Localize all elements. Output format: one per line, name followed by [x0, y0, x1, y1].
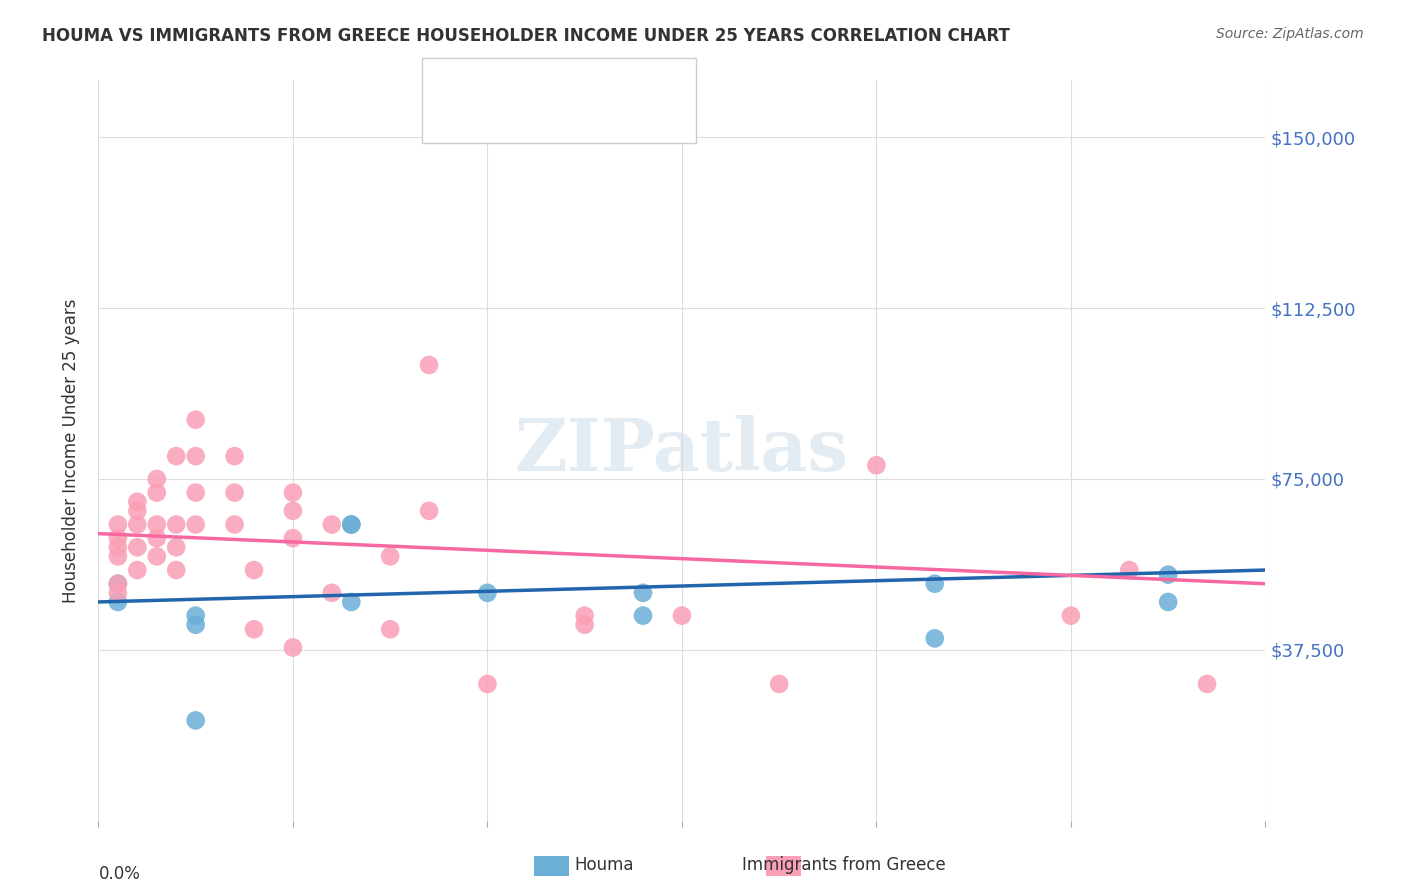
Point: [418, 358, 440, 372]
Point: [184, 714, 207, 728]
Point: [768, 677, 790, 691]
Point: [107, 586, 129, 600]
Text: -0.098: -0.098: [527, 107, 582, 121]
Point: [184, 449, 207, 463]
Text: Immigrants from Greece: Immigrants from Greece: [742, 856, 945, 874]
Point: [127, 541, 149, 555]
Point: [107, 517, 129, 532]
FancyBboxPatch shape: [436, 71, 471, 103]
Point: [146, 549, 169, 564]
Point: [165, 563, 187, 577]
Text: N =: N =: [574, 107, 617, 121]
Point: [243, 563, 266, 577]
Point: [340, 595, 363, 609]
Point: [184, 617, 207, 632]
Text: R =: R =: [481, 107, 515, 121]
Point: [184, 485, 207, 500]
Point: [184, 608, 207, 623]
Point: [281, 504, 304, 518]
Point: [574, 608, 596, 623]
Text: 15: 15: [626, 80, 647, 95]
Point: [165, 517, 187, 532]
Point: [127, 563, 149, 577]
Point: [165, 541, 187, 555]
Text: 48: 48: [626, 107, 647, 121]
Point: [224, 449, 246, 463]
Point: [380, 549, 402, 564]
Point: [184, 517, 207, 532]
Point: [321, 517, 343, 532]
Point: [107, 531, 129, 545]
Point: [146, 472, 169, 486]
Point: [924, 632, 946, 646]
Text: 0.084: 0.084: [527, 80, 575, 95]
Point: [1157, 567, 1180, 582]
Point: [243, 622, 266, 636]
Point: [321, 586, 343, 600]
Point: [107, 576, 129, 591]
Point: [1157, 595, 1180, 609]
Text: HOUMA VS IMMIGRANTS FROM GREECE HOUSEHOLDER INCOME UNDER 25 YEARS CORRELATION CH: HOUMA VS IMMIGRANTS FROM GREECE HOUSEHOL…: [42, 27, 1010, 45]
Text: Houma: Houma: [575, 856, 634, 874]
Point: [107, 549, 129, 564]
Point: [281, 485, 304, 500]
Point: [127, 517, 149, 532]
Point: [574, 617, 596, 632]
Point: [1197, 677, 1219, 691]
Point: [281, 531, 304, 545]
Point: [380, 622, 402, 636]
Point: [671, 608, 693, 623]
FancyBboxPatch shape: [436, 98, 471, 129]
Point: [865, 458, 887, 473]
Text: N =: N =: [574, 80, 617, 95]
Point: [631, 608, 654, 623]
Point: [418, 504, 440, 518]
Point: [281, 640, 304, 655]
Text: ZIPatlas: ZIPatlas: [515, 415, 849, 486]
Point: [1118, 563, 1140, 577]
Point: [184, 413, 207, 427]
Point: [146, 485, 169, 500]
Point: [165, 449, 187, 463]
Point: [224, 517, 246, 532]
Point: [107, 541, 129, 555]
Point: [924, 576, 946, 591]
Point: [477, 586, 499, 600]
Text: Source: ZipAtlas.com: Source: ZipAtlas.com: [1216, 27, 1364, 41]
Y-axis label: Householder Income Under 25 years: Householder Income Under 25 years: [62, 298, 80, 603]
Point: [127, 494, 149, 508]
Point: [340, 517, 363, 532]
Point: [146, 517, 169, 532]
Point: [107, 576, 129, 591]
Point: [107, 595, 129, 609]
Point: [146, 531, 169, 545]
Point: [127, 504, 149, 518]
Point: [1060, 608, 1083, 623]
Point: [477, 677, 499, 691]
Text: 0.0%: 0.0%: [98, 865, 141, 883]
Text: R =: R =: [481, 80, 515, 95]
Point: [340, 517, 363, 532]
Point: [224, 485, 246, 500]
Point: [631, 586, 654, 600]
